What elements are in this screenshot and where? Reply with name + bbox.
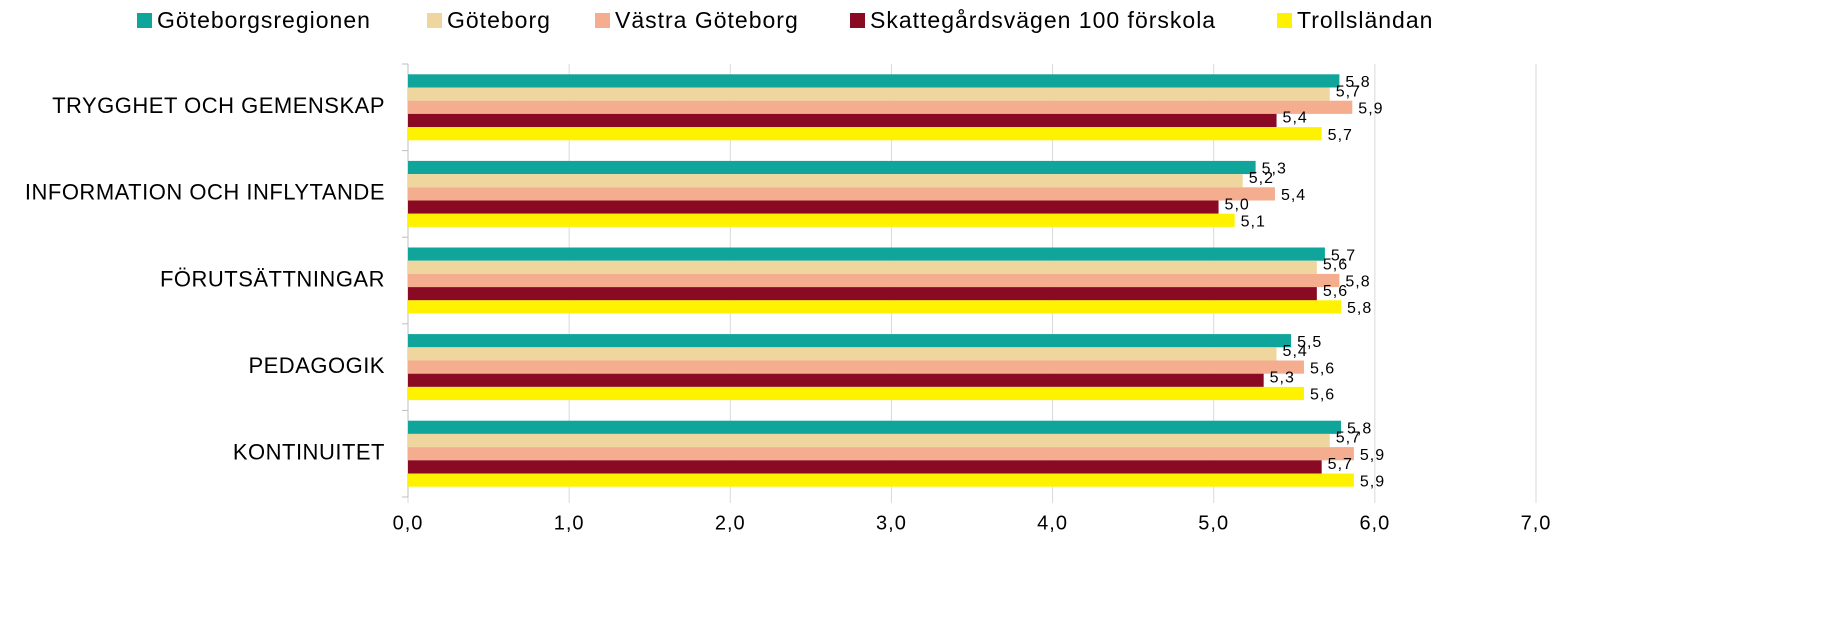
category-label: TRYGGHET OCH GEMENSKAP bbox=[52, 93, 385, 118]
legend-label: Göteborgsregionen bbox=[157, 7, 371, 33]
x-tick-label: 1,0 bbox=[554, 512, 585, 534]
value-label: 5,8 bbox=[1345, 74, 1370, 91]
legend-label: Västra Göteborg bbox=[615, 7, 799, 33]
value-label: 5,9 bbox=[1360, 473, 1385, 490]
bar bbox=[408, 174, 1243, 188]
value-label: 5,7 bbox=[1328, 456, 1353, 473]
category-label: PEDAGOGIK bbox=[248, 353, 385, 378]
category-label: INFORMATION OCH INFLYTANDE bbox=[25, 180, 385, 205]
legend-label: Skattegårdsvägen 100 förskola bbox=[870, 7, 1216, 33]
value-label: 5,8 bbox=[1347, 300, 1372, 317]
value-label: 5,3 bbox=[1270, 370, 1295, 387]
value-label: 5,4 bbox=[1281, 187, 1306, 204]
legend-label: Trollsländan bbox=[1297, 7, 1433, 33]
value-label: 5,7 bbox=[1336, 430, 1361, 447]
bar bbox=[408, 420, 1342, 434]
bar bbox=[408, 247, 1325, 261]
value-label: 5,4 bbox=[1283, 110, 1308, 127]
bar bbox=[408, 433, 1330, 448]
bar bbox=[408, 74, 1340, 88]
legend-label: Göteborg bbox=[447, 7, 551, 33]
bar bbox=[408, 127, 1322, 141]
value-label: 5,0 bbox=[1225, 196, 1250, 213]
bar bbox=[408, 460, 1322, 474]
legend-swatch bbox=[427, 13, 442, 28]
bar bbox=[408, 334, 1292, 348]
value-label: 5,6 bbox=[1310, 387, 1335, 404]
value-label: 5,1 bbox=[1241, 214, 1266, 231]
x-tick-label: 2,0 bbox=[715, 512, 746, 534]
bar bbox=[408, 447, 1354, 461]
legend-swatch bbox=[1277, 13, 1292, 28]
value-label: 5,8 bbox=[1347, 421, 1372, 438]
value-label: 5,2 bbox=[1249, 170, 1274, 187]
bar bbox=[408, 260, 1317, 274]
value-label: 5,7 bbox=[1331, 247, 1356, 264]
bar bbox=[408, 87, 1330, 101]
x-tick-label: 3,0 bbox=[876, 512, 907, 534]
bar bbox=[408, 187, 1275, 201]
value-label: 5,8 bbox=[1345, 274, 1370, 291]
bar bbox=[408, 287, 1317, 301]
value-label: 5,5 bbox=[1297, 334, 1322, 351]
x-tick-label: 7,0 bbox=[1521, 512, 1552, 534]
x-tick-label: 0,0 bbox=[393, 512, 424, 534]
legend-swatch bbox=[595, 13, 610, 28]
bar bbox=[408, 113, 1277, 128]
value-label: 5,4 bbox=[1283, 343, 1308, 360]
bar bbox=[408, 300, 1342, 314]
bar bbox=[408, 473, 1354, 487]
x-tick-label: 4,0 bbox=[1037, 512, 1068, 534]
value-label: 5,9 bbox=[1360, 447, 1385, 464]
legend-swatch bbox=[137, 13, 152, 28]
bar bbox=[408, 347, 1277, 361]
bar bbox=[408, 360, 1304, 374]
bar bbox=[408, 160, 1256, 175]
x-tick-label: 6,0 bbox=[1359, 512, 1390, 534]
bar bbox=[408, 100, 1353, 114]
value-label: 5,3 bbox=[1262, 161, 1287, 178]
bar bbox=[408, 213, 1235, 227]
value-label: 5,9 bbox=[1358, 101, 1383, 118]
category-label: FÖRUTSÄTTNINGAR bbox=[160, 266, 385, 291]
value-label: 5,6 bbox=[1310, 360, 1335, 377]
value-label: 5,7 bbox=[1336, 83, 1361, 100]
x-tick-label: 5,0 bbox=[1198, 512, 1229, 534]
value-label: 5,7 bbox=[1328, 127, 1353, 144]
value-label: 5,6 bbox=[1323, 257, 1348, 274]
bar bbox=[408, 200, 1219, 214]
category-label: KONTINUITET bbox=[233, 440, 385, 465]
bar bbox=[408, 386, 1304, 401]
legend-swatch bbox=[850, 13, 865, 28]
value-label: 5,6 bbox=[1323, 283, 1348, 300]
bar bbox=[408, 373, 1264, 387]
bar bbox=[408, 273, 1340, 288]
